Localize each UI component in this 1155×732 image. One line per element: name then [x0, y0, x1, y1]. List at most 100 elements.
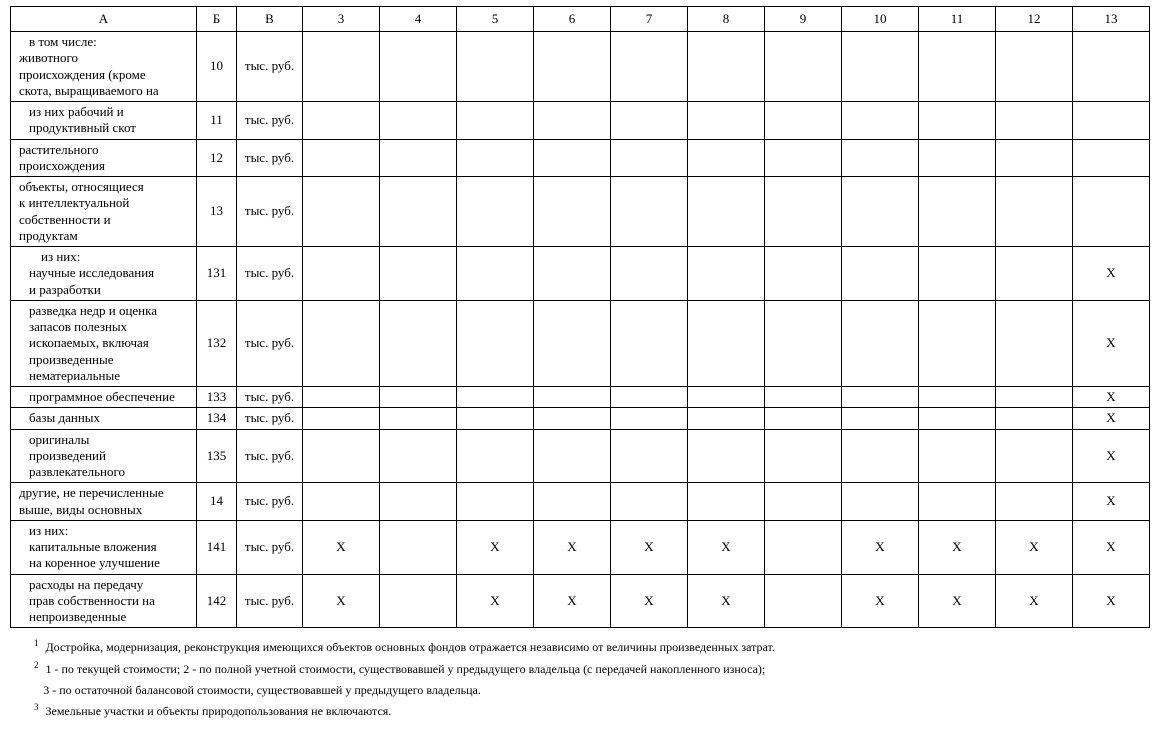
data-cell [611, 483, 688, 521]
row-code: 134 [197, 408, 237, 429]
data-cell [1073, 177, 1150, 247]
data-cell [765, 139, 842, 177]
row-label: объекты, относящиесяк интеллектуальнойсо… [11, 177, 197, 247]
data-cell [534, 408, 611, 429]
data-cell: X [842, 574, 919, 628]
data-cell: X [611, 574, 688, 628]
data-cell [996, 483, 1073, 521]
data-cell [919, 102, 996, 140]
data-cell: X [1073, 247, 1150, 301]
footnote: 3 Земельные участки и объекты природопол… [34, 700, 1145, 721]
data-cell [457, 408, 534, 429]
data-cell: X [842, 520, 919, 574]
data-cell [765, 300, 842, 386]
data-cell [919, 408, 996, 429]
footnote-text: 3 - по остаточной балансовой стоимости, … [40, 683, 481, 697]
row-label: в том числе:животногопроисхождения (кром… [11, 32, 197, 102]
data-cell [534, 32, 611, 102]
data-cell [457, 387, 534, 408]
data-cell [303, 387, 380, 408]
row-unit: тыс. руб. [237, 574, 303, 628]
data-cell [765, 520, 842, 574]
row-label: расходы на передачуправ собственности на… [11, 574, 197, 628]
row-unit: тыс. руб. [237, 247, 303, 301]
data-cell [611, 102, 688, 140]
data-cell [765, 102, 842, 140]
row-unit: тыс. руб. [237, 387, 303, 408]
row-code: 10 [197, 32, 237, 102]
data-cell [688, 429, 765, 483]
row-unit: тыс. руб. [237, 520, 303, 574]
data-cell [688, 32, 765, 102]
data-cell [919, 139, 996, 177]
footnote-index: 2 [34, 660, 39, 670]
data-cell [842, 32, 919, 102]
data-cell [380, 483, 457, 521]
data-cell [919, 429, 996, 483]
data-cell [919, 177, 996, 247]
row-label: из них рабочий ипродуктивный скот [11, 102, 197, 140]
data-cell [611, 139, 688, 177]
data-cell [688, 139, 765, 177]
data-cell: X [996, 574, 1073, 628]
data-cell [688, 247, 765, 301]
footnote-index: 1 [34, 638, 39, 648]
data-cell [996, 387, 1073, 408]
data-cell [303, 300, 380, 386]
data-cell [1073, 139, 1150, 177]
row-label: оригиналыпроизведенийразвлекательного [11, 429, 197, 483]
data-cell [303, 483, 380, 521]
table-row: растительногопроисхождения12тыс. руб. [11, 139, 1150, 177]
data-cell [688, 102, 765, 140]
data-cell [611, 408, 688, 429]
row-label: разведка недр и оценказапасов полезныхис… [11, 300, 197, 386]
data-cell [457, 32, 534, 102]
table-row: из них рабочий ипродуктивный скот11тыс. … [11, 102, 1150, 140]
data-cell [996, 32, 1073, 102]
data-cell [765, 247, 842, 301]
data-cell: X [688, 520, 765, 574]
data-cell [688, 177, 765, 247]
data-cell [534, 483, 611, 521]
data-cell: X [688, 574, 765, 628]
data-cell [380, 387, 457, 408]
row-unit: тыс. руб. [237, 102, 303, 140]
footnote-text: Достройка, модернизация, реконструкция и… [43, 640, 775, 654]
table-row: базы данных134тыс. руб.X [11, 408, 1150, 429]
data-cell: X [611, 520, 688, 574]
data-cell [303, 408, 380, 429]
table-row: из них:капитальные вложенияна коренное у… [11, 520, 1150, 574]
data-cell [996, 408, 1073, 429]
table-body: в том числе:животногопроисхождения (кром… [11, 32, 1150, 628]
row-unit: тыс. руб. [237, 139, 303, 177]
row-unit: тыс. руб. [237, 177, 303, 247]
row-code: 14 [197, 483, 237, 521]
data-cell [534, 300, 611, 386]
data-cell [534, 139, 611, 177]
col-header: 7 [611, 7, 688, 32]
data-cell: X [1073, 520, 1150, 574]
data-cell [457, 102, 534, 140]
col-header: 10 [842, 7, 919, 32]
data-cell [1073, 102, 1150, 140]
data-cell [996, 139, 1073, 177]
data-cell [996, 177, 1073, 247]
data-cell [1073, 32, 1150, 102]
data-cell: X [534, 574, 611, 628]
row-code: 131 [197, 247, 237, 301]
footnote: 1 Достройка, модернизация, реконструкция… [34, 636, 1145, 657]
data-cell [919, 483, 996, 521]
data-cell: X [1073, 408, 1150, 429]
table-row: другие, не перечисленныевыше, виды основ… [11, 483, 1150, 521]
data-cell [380, 32, 457, 102]
data-cell [380, 139, 457, 177]
data-cell [534, 387, 611, 408]
data-cell: X [457, 574, 534, 628]
table-row: разведка недр и оценказапасов полезныхис… [11, 300, 1150, 386]
data-cell: X [1073, 300, 1150, 386]
data-cell [842, 408, 919, 429]
data-cell [457, 247, 534, 301]
col-header: 4 [380, 7, 457, 32]
footnotes: 1 Достройка, модернизация, реконструкция… [10, 636, 1145, 722]
data-cell [303, 32, 380, 102]
